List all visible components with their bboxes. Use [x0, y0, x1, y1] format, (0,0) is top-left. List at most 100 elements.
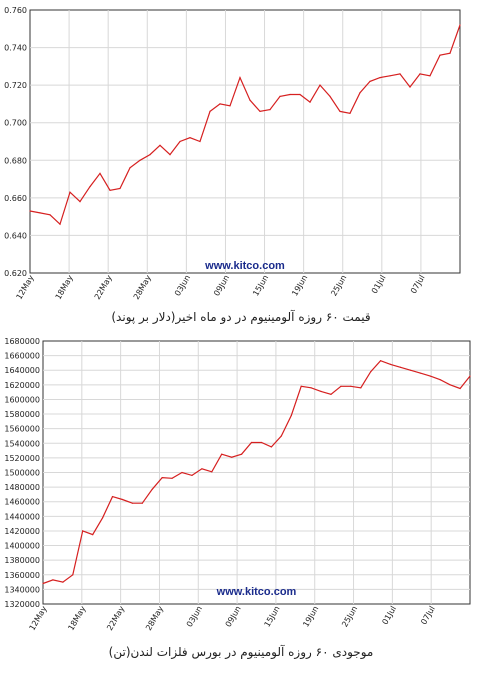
data-point: [42, 582, 44, 585]
aluminum-inventory-plot: 1320000 1340000 1360000 1380000 1400000 14200…: [4, 337, 471, 632]
y-tick-label: 1400000: [4, 542, 40, 551]
data-point: [109, 189, 111, 191]
data-point: [141, 502, 143, 504]
data-point: [380, 360, 382, 362]
data-point: [99, 172, 101, 174]
data-point: [390, 363, 392, 365]
data-point: [379, 77, 381, 79]
y-tick-label: 0.660: [4, 194, 27, 203]
data-point: [409, 86, 411, 88]
data-point: [209, 110, 211, 112]
x-tick-label: 28May: [144, 604, 165, 632]
data-point: [300, 385, 302, 387]
x-tick-label: 07Jul: [419, 605, 437, 627]
data-point: [399, 73, 401, 75]
y-tick-label: 0.680: [4, 156, 27, 165]
data-point: [211, 471, 213, 473]
y-tick-label: 0.720: [4, 81, 27, 90]
data-point: [269, 109, 271, 111]
data-point: [121, 498, 123, 501]
x-tick-label: 09Jun: [224, 605, 243, 629]
data-point: [92, 534, 94, 536]
data-point: [231, 456, 233, 458]
x-tick-label: 19Jun: [301, 605, 320, 629]
kitco-watermark: www.kitco.com: [204, 260, 285, 272]
data-point: [171, 477, 173, 479]
data-point: [72, 574, 74, 576]
data-point: [39, 212, 41, 214]
data-point: [459, 24, 461, 26]
x-tick-label: 09Jun: [212, 274, 231, 298]
aluminum-price-caption: قیمت ۶۰ روزه آلومینیوم در دو ماه اخیر(دل…: [111, 310, 371, 324]
data-point: [241, 453, 243, 455]
data-point: [62, 581, 64, 583]
data-point: [370, 371, 372, 373]
aluminum-inventory-chart: 1320000 1340000 1360000 1380000 1400000 14200…: [0, 336, 482, 636]
data-point: [219, 103, 221, 105]
y-tick-label: 1480000: [4, 483, 40, 492]
data-point: [419, 372, 421, 374]
data-point: [129, 167, 131, 169]
data-point: [189, 137, 191, 139]
y-tick-label: 0.700: [4, 119, 27, 128]
data-point: [49, 214, 51, 216]
x-tick-label: 15Jun: [263, 605, 282, 629]
y-tick-label: 1580000: [4, 410, 40, 419]
data-point: [161, 477, 163, 479]
y-tick-label: 1500000: [4, 469, 40, 478]
x-tick-label: 01Jul: [380, 605, 398, 627]
x-tick-label: 01Jul: [370, 274, 388, 296]
data-point: [149, 154, 151, 156]
data-point: [221, 453, 223, 455]
data-point: [59, 223, 61, 225]
data-point: [181, 471, 183, 474]
y-tick-label: 1360000: [4, 571, 40, 580]
data-point: [309, 101, 311, 103]
y-tick-label: 1640000: [4, 366, 40, 375]
x-tick-label: 25Jun: [340, 605, 359, 629]
data-point: [259, 110, 261, 112]
data-point: [131, 502, 133, 504]
data-point: [250, 441, 253, 444]
data-point: [329, 95, 331, 97]
y-tick-label: 1380000: [4, 556, 40, 565]
data-point: [439, 54, 441, 56]
data-point: [439, 379, 441, 381]
data-point: [350, 385, 352, 387]
data-point: [469, 375, 471, 377]
x-tick-label: 07Jul: [409, 274, 427, 296]
data-point: [249, 99, 251, 101]
plot-frame: [29, 9, 461, 274]
data-point: [229, 105, 231, 107]
data-point: [310, 387, 312, 389]
y-tick-label: 1540000: [4, 439, 40, 448]
data-point: [102, 517, 104, 519]
y-tick-label: 1620000: [4, 381, 40, 390]
series-line: [42, 359, 471, 585]
data-point: [151, 488, 153, 490]
data-point: [270, 446, 272, 448]
data-point: [429, 75, 431, 77]
y-tick-label: 1340000: [4, 585, 40, 594]
data-point: [319, 84, 321, 86]
x-tick-label: 15Jun: [251, 274, 270, 298]
data-point: [320, 390, 322, 392]
data-point: [289, 93, 291, 96]
data-point: [389, 75, 391, 77]
data-point: [409, 369, 411, 371]
data-point: [191, 474, 193, 476]
data-point: [159, 144, 161, 146]
data-point: [89, 186, 91, 188]
y-tick-label: 1520000: [4, 454, 40, 463]
data-point: [179, 140, 181, 143]
y-tick-label: 0.740: [4, 44, 27, 53]
data-point: [359, 92, 361, 94]
data-point: [79, 201, 81, 203]
data-point: [360, 387, 362, 389]
y-tick-label: 1460000: [4, 498, 40, 507]
data-point: [239, 77, 241, 79]
y-tick-label: 1660000: [4, 352, 40, 361]
data-point: [349, 112, 351, 114]
data-point: [340, 385, 342, 387]
x-tick-label: 22May: [93, 273, 114, 300]
